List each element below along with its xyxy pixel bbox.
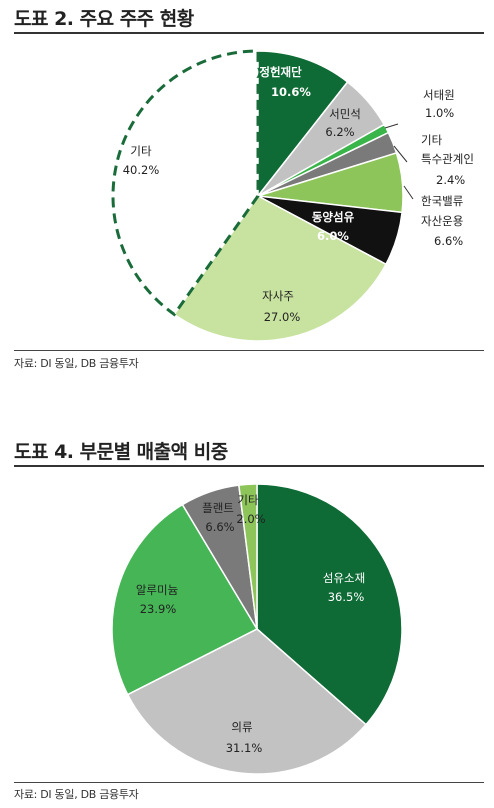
chart1-slice-0-name: (재)정헌재단 (238, 65, 302, 79)
chart2-slice-2-value: 23.9% (140, 602, 177, 616)
chart1-slice-5-value: 6.0% (317, 229, 349, 243)
chart1-slice-0 (257, 50, 349, 199)
chart1-slice-2-leader (384, 123, 399, 129)
chart1-slice-5-name: 동양섬유 (312, 210, 355, 224)
chart2-slice-1-name: 의류 (231, 720, 252, 734)
chart2-slice-3-value: 6.6% (205, 520, 234, 534)
chart1-slice-6 (173, 195, 387, 342)
chart2-slice-2 (111, 503, 259, 696)
chart2-slice-3-name: 플랜트 (202, 501, 234, 515)
chart1-slice-4-value: 6.6% (434, 234, 463, 248)
chart1-slice-4-name-1: 한국밸류 (421, 194, 463, 208)
chart1-slice-7-outline (111, 49, 260, 317)
chart1-slice-7 (113, 51, 258, 315)
chart1-slice-1-value: 6.2% (325, 125, 354, 139)
chart2-slice-0-value: 36.5% (328, 590, 365, 604)
chart2-slice-1 (126, 628, 368, 775)
chart2-slice-2-name: 알루미늄 (136, 583, 178, 597)
chart1-slice-3-name-1: 기타 (421, 133, 443, 147)
chart2-title: 도표 4. 부문별 매출액 비중 (14, 441, 228, 463)
chart1-slice-3-leader (393, 145, 408, 163)
chart2-slice-0 (256, 483, 403, 726)
chart2-slice-0-name: 섬유소재 (323, 571, 365, 585)
chart1-slice-3-value: 2.4% (436, 173, 465, 187)
chart1-source: 자료: DI 동일, DB 금융투자 (14, 357, 139, 370)
chart1-slice-4-name-2: 자산운용 (421, 214, 463, 228)
chart1-slice-6-name: 자사주 (262, 289, 294, 303)
chart2-bottom-rule (14, 782, 484, 783)
chart1-slice-7-name: 기타 (130, 144, 152, 158)
chart1-slice-7-value: 40.2% (123, 163, 160, 177)
chart1-top-rule (14, 32, 484, 34)
chart2-slice-4 (238, 483, 258, 630)
chart2-slice-1-value: 31.1% (226, 741, 263, 755)
chart1-title: 도표 2. 주요 주주 현황 (14, 8, 194, 30)
chart2-source: 자료: DI 동일, DB 금융투자 (14, 788, 139, 801)
chart1-bottom-rule (14, 350, 484, 351)
chart1-slice-0-value: 10.6% (271, 85, 311, 99)
chart1-slice-2-name: 서태원 (423, 88, 455, 102)
chart1-slice-4-leader (403, 185, 414, 200)
chart1-slice-3-name-2: 특수관계인 (421, 152, 474, 166)
chart2-top-rule (14, 465, 484, 467)
chart1-slice-1-name: 서민석 (329, 107, 361, 121)
chart2-slice-4-name: 기타 (237, 493, 259, 507)
chart2-slice-4-value: 2.0% (236, 512, 265, 526)
chart1-slice-6-value: 27.0% (264, 310, 301, 324)
chart1-slice-2-value: 1.0% (425, 106, 454, 120)
